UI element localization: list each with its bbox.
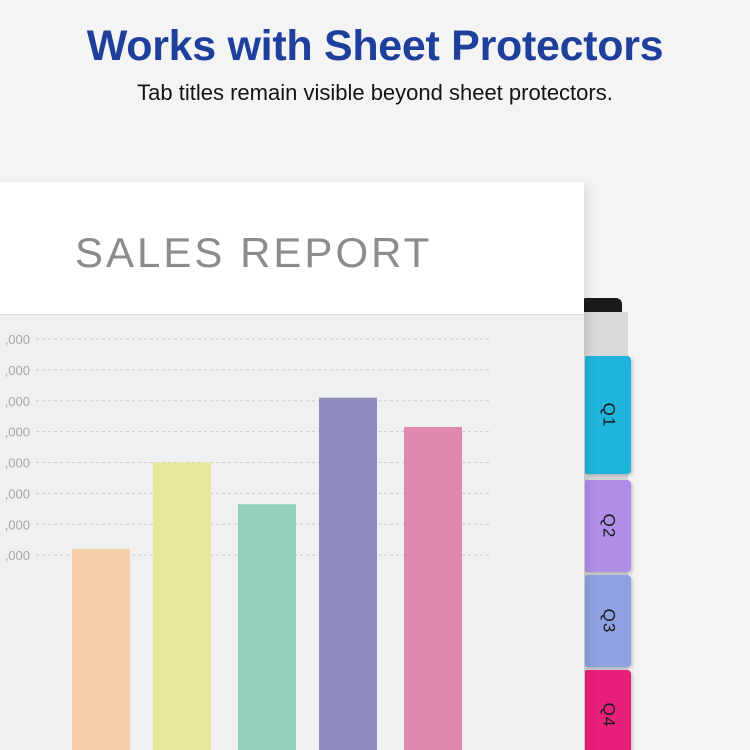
report-title: SALES REPORT (75, 229, 433, 276)
tab-q4[interactable]: Q4 (585, 670, 631, 750)
tab-q1-label: Q1 (599, 402, 618, 428)
tab-q2[interactable]: Q2 (585, 480, 631, 572)
bar (72, 548, 130, 750)
report-header: SALES REPORT (0, 182, 584, 315)
y-tick-label: ,000 (5, 456, 30, 471)
y-tick-label: ,000 (5, 486, 30, 501)
y-tick-label: ,000 (5, 363, 30, 378)
y-tick-label: ,000 (5, 394, 30, 409)
y-tick-label: ,000 (5, 517, 30, 532)
y-tick-label: ,000 (5, 332, 30, 347)
bar (319, 397, 377, 750)
report-page: SALES REPORT ,000,000,000,000,000,000,00… (0, 182, 584, 750)
y-tick-label: ,000 (5, 425, 30, 440)
tab-q2-label: Q2 (599, 513, 618, 539)
tab-q1[interactable]: Q1 (585, 356, 631, 474)
tab-q3-label: Q3 (599, 608, 618, 634)
subheadline: Tab titles remain visible beyond sheet p… (137, 80, 613, 105)
headline: Works with Sheet Protectors (86, 22, 664, 70)
y-tick-label: ,000 (5, 548, 30, 563)
bar (238, 504, 296, 750)
tab-q4-label: Q4 (599, 702, 618, 728)
tab-q3[interactable]: Q3 (585, 575, 631, 667)
sales-bar-chart: ,000 ,000 ,000 ,000 ,000 ,000 ,000 ,000 (5, 332, 492, 750)
bar (404, 426, 462, 750)
bar (153, 462, 211, 750)
